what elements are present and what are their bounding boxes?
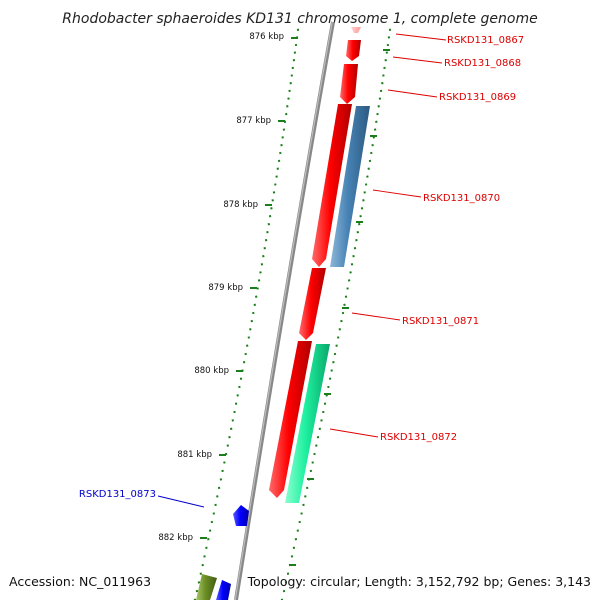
accession-text: Accession: NC_011963 [9,574,151,589]
scale-tick-label: 878 kbp [223,200,258,210]
gene-RSKD131_0867[interactable] [346,40,361,61]
map-title: Rhodobacter sphaeroides KD131 chromosome… [62,11,537,27]
leader-line [387,89,438,98]
chromosome-backbone [234,21,335,600]
leader-line [395,33,447,41]
gene-feature-blue[interactable] [216,580,231,600]
forward-genes [269,27,370,503]
gene-RSKD131_0873[interactable] [233,505,249,526]
leader-line [329,428,379,438]
gene-label-RSKD131_0870[interactable]: RSKD131_0870 [423,193,500,204]
backbone-highlight [234,21,333,600]
gene-labels: RSKD131_0867 RSKD131_0868 RSKD131_0869 R… [79,33,524,508]
topology-text: Topology: circular; Length: 3,152,792 bp… [247,574,591,589]
gene-label-RSKD131_0873[interactable]: RSKD131_0873 [79,489,156,500]
leader-line [157,495,205,508]
gene-label-RSKD131_0867[interactable]: RSKD131_0867 [447,35,524,46]
gene-RSKD131_0869[interactable] [312,104,352,267]
scale-tick-label: 879 kbp [208,283,243,293]
scale-tick-label: 880 kbp [194,366,229,376]
gene-RSKD131_0868[interactable] [340,64,358,104]
gene-label-RSKD131_0872[interactable]: RSKD131_0872 [380,432,457,443]
scale-tick-label: 882 kbp [158,533,193,543]
leader-line [351,312,401,321]
gene-feature-olive[interactable] [196,574,217,600]
gene-RSKD131_0871[interactable] [299,268,326,340]
gene-label-RSKD131_0871[interactable]: RSKD131_0871 [402,316,479,327]
scale-labels: 876 kbp 877 kbp 878 kbp 879 kbp 880 kbp … [158,32,298,543]
gene-RSKD131_0870[interactable] [330,106,370,267]
leader-line [392,56,443,64]
gene-label-RSKD131_0869[interactable]: RSKD131_0869 [439,92,516,103]
scale-tick-label: 876 kbp [249,32,284,42]
gene-RSKD131_0872[interactable] [285,344,330,503]
scale-ring-inner [193,28,300,600]
scale-tick-label: 881 kbp [177,450,212,460]
reverse-genes [196,505,249,600]
leader-line [372,189,422,198]
scale-ring-outer [280,28,392,600]
gene-label-RSKD131_0868[interactable]: RSKD131_0868 [444,58,521,69]
gene-feature[interactable] [351,27,361,33]
gene-RSKD131_0872-red[interactable] [269,341,312,498]
outer-major-ticks [289,49,390,566]
scale-tick-label: 877 kbp [236,116,271,126]
